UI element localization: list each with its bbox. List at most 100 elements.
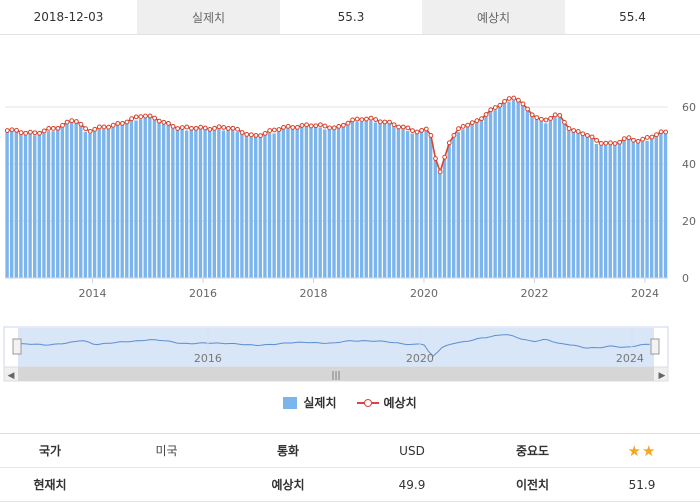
actual-bar[interactable] bbox=[626, 139, 631, 278]
forecast-point[interactable] bbox=[557, 113, 563, 118]
forecast-point[interactable] bbox=[133, 114, 139, 120]
forecast-point[interactable] bbox=[460, 123, 466, 129]
forecast-point[interactable] bbox=[212, 125, 217, 131]
actual-bar[interactable] bbox=[28, 132, 32, 278]
forecast-point[interactable] bbox=[207, 127, 213, 132]
forecast-point[interactable] bbox=[566, 126, 572, 131]
actual-bar[interactable] bbox=[327, 129, 332, 278]
actual-bar[interactable] bbox=[267, 133, 272, 278]
main-chart[interactable]: 2014 2016 2018 2020 2022 2024 0 20 40 60 bbox=[0, 34, 700, 304]
forecast-point[interactable] bbox=[285, 123, 291, 129]
actual-bar[interactable] bbox=[654, 134, 658, 278]
forecast-point[interactable] bbox=[571, 128, 577, 133]
forecast-point[interactable] bbox=[488, 107, 494, 113]
actual-bar[interactable] bbox=[498, 106, 502, 279]
forecast-point[interactable] bbox=[428, 133, 434, 138]
actual-bar[interactable] bbox=[580, 134, 585, 278]
forecast-point[interactable] bbox=[617, 139, 623, 145]
forecast-point[interactable] bbox=[294, 125, 300, 130]
forecast-point[interactable] bbox=[166, 120, 171, 126]
actual-bar[interactable] bbox=[387, 122, 391, 278]
actual-bar[interactable] bbox=[659, 132, 663, 278]
forecast-point[interactable] bbox=[262, 131, 268, 136]
actual-bar[interactable] bbox=[258, 136, 263, 278]
forecast-point[interactable] bbox=[235, 126, 240, 132]
forecast-point[interactable] bbox=[525, 106, 530, 112]
actual-bar[interactable] bbox=[10, 130, 14, 278]
forecast-point[interactable] bbox=[202, 125, 208, 131]
actual-bar[interactable] bbox=[631, 142, 635, 278]
forecast-point[interactable] bbox=[562, 119, 567, 125]
forecast-point[interactable] bbox=[106, 124, 111, 130]
actual-bar[interactable] bbox=[226, 129, 230, 278]
actual-bar[interactable] bbox=[212, 127, 216, 278]
actual-bar[interactable] bbox=[617, 141, 622, 278]
forecast-point[interactable] bbox=[331, 125, 337, 131]
forecast-point[interactable] bbox=[631, 137, 636, 143]
actual-bar[interactable] bbox=[102, 129, 106, 278]
forecast-point[interactable] bbox=[433, 156, 438, 161]
actual-bar[interactable] bbox=[207, 129, 212, 278]
forecast-point[interactable] bbox=[239, 130, 245, 135]
forecast-point[interactable] bbox=[603, 140, 609, 146]
actual-bar[interactable] bbox=[378, 122, 382, 279]
actual-bar[interactable] bbox=[622, 138, 626, 278]
forecast-point[interactable] bbox=[446, 140, 452, 146]
navigator-selection[interactable] bbox=[18, 328, 654, 367]
actual-bar[interactable] bbox=[479, 118, 484, 278]
forecast-point[interactable] bbox=[654, 132, 659, 138]
forecast-point[interactable] bbox=[179, 125, 185, 130]
actual-bar[interactable] bbox=[585, 135, 589, 278]
forecast-point[interactable] bbox=[92, 126, 98, 132]
forecast-point[interactable] bbox=[156, 118, 162, 124]
actual-bar[interactable] bbox=[198, 127, 203, 279]
scrollbar-thumb[interactable] bbox=[18, 367, 654, 381]
actual-bar[interactable] bbox=[599, 145, 603, 278]
forecast-point[interactable] bbox=[543, 117, 549, 123]
actual-bar[interactable] bbox=[521, 103, 525, 279]
forecast-point[interactable] bbox=[594, 137, 600, 143]
forecast-point[interactable] bbox=[198, 124, 204, 130]
actual-bar[interactable] bbox=[129, 120, 134, 278]
actual-bar[interactable] bbox=[300, 125, 304, 278]
actual-bar[interactable] bbox=[562, 123, 566, 278]
forecast-point[interactable] bbox=[382, 119, 388, 125]
actual-bar[interactable] bbox=[364, 120, 368, 279]
forecast-point[interactable] bbox=[350, 117, 356, 123]
actual-bar[interactable] bbox=[442, 158, 447, 278]
actual-bar[interactable] bbox=[263, 133, 267, 278]
actual-bar[interactable] bbox=[281, 128, 286, 278]
actual-bar[interactable] bbox=[359, 121, 364, 278]
actual-bar[interactable] bbox=[415, 133, 419, 278]
forecast-point[interactable] bbox=[281, 124, 286, 130]
forecast-point[interactable] bbox=[663, 129, 669, 135]
forecast-point[interactable] bbox=[110, 122, 116, 128]
forecast-point[interactable] bbox=[129, 116, 135, 122]
forecast-point[interactable] bbox=[290, 125, 296, 130]
legend-item-actual[interactable]: 실제치 bbox=[283, 394, 337, 411]
forecast-point[interactable] bbox=[414, 129, 420, 135]
actual-bar[interactable] bbox=[134, 120, 138, 278]
legend-item-forecast[interactable]: 예상치 bbox=[356, 394, 417, 411]
actual-bar[interactable] bbox=[410, 133, 414, 278]
actual-bar[interactable] bbox=[148, 117, 152, 278]
actual-bar[interactable] bbox=[304, 126, 309, 278]
actual-bar[interactable] bbox=[217, 128, 221, 278]
actual-bar[interactable] bbox=[92, 130, 97, 278]
actual-bar[interactable] bbox=[511, 100, 516, 278]
actual-bar[interactable] bbox=[663, 133, 668, 278]
actual-bar[interactable] bbox=[392, 125, 396, 278]
forecast-point[interactable] bbox=[258, 133, 263, 138]
forecast-point[interactable] bbox=[299, 123, 305, 128]
forecast-point[interactable] bbox=[322, 123, 328, 129]
forecast-point[interactable] bbox=[230, 125, 236, 131]
actual-bar[interactable] bbox=[571, 129, 576, 278]
actual-bar[interactable] bbox=[488, 110, 493, 278]
forecast-point[interactable] bbox=[354, 116, 360, 122]
actual-bar[interactable] bbox=[5, 131, 9, 278]
actual-bar[interactable] bbox=[507, 101, 511, 278]
forecast-point[interactable] bbox=[345, 120, 351, 126]
actual-bar[interactable] bbox=[309, 127, 313, 278]
actual-bar[interactable] bbox=[249, 134, 253, 278]
actual-bar[interactable] bbox=[111, 124, 115, 278]
